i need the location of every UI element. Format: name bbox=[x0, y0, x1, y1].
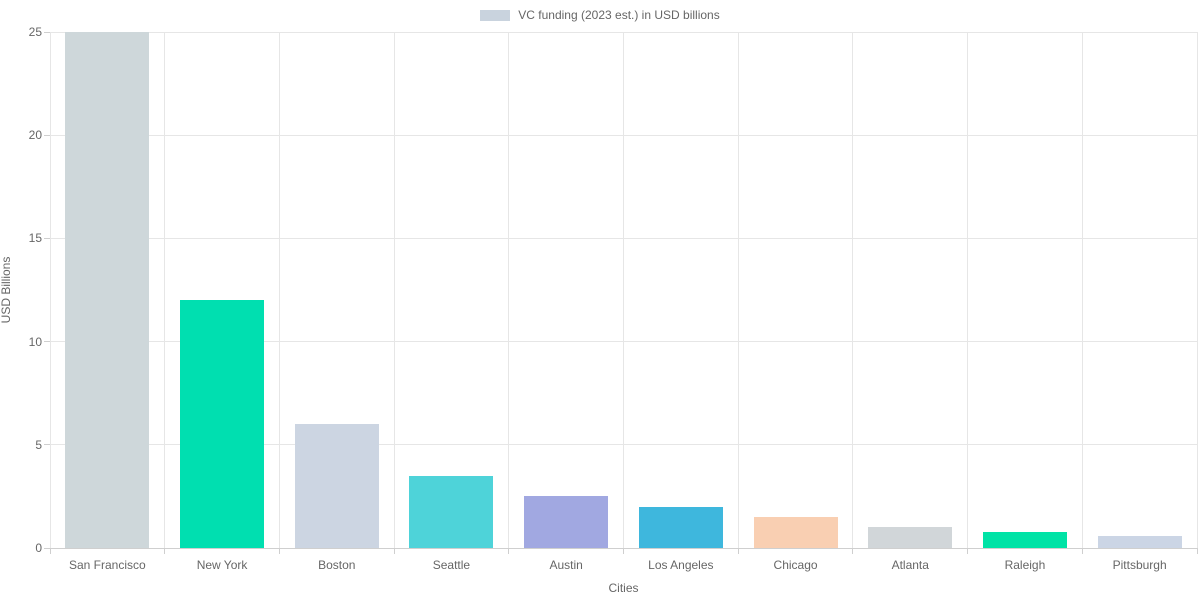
y-tick-mark-5 bbox=[44, 444, 50, 446]
x-tick-mark-5 bbox=[623, 548, 624, 554]
y-tick-mark-20 bbox=[44, 134, 50, 136]
y-tick-label-15: 15 bbox=[28, 231, 42, 246]
x-tick-label-raleigh: Raleigh bbox=[1004, 558, 1046, 572]
y-axis-title: USD Billions bbox=[0, 256, 13, 324]
x-tick-label-chicago: Chicago bbox=[773, 558, 818, 572]
y-tick-label-25: 25 bbox=[28, 25, 42, 39]
bar-seattle bbox=[409, 475, 494, 548]
y-tick-label-10: 10 bbox=[28, 334, 42, 349]
bar-raleigh bbox=[982, 531, 1067, 548]
bar-austin bbox=[524, 496, 609, 548]
x-tick-label-new-york: New York bbox=[196, 558, 248, 572]
bar-atlanta bbox=[868, 527, 953, 548]
x-tick-mark-3 bbox=[393, 548, 395, 554]
x-axis-title: Cities bbox=[608, 581, 639, 595]
x-tick-mark-1 bbox=[164, 548, 166, 554]
gridline-x-8 bbox=[967, 32, 969, 548]
gridline-x-0 bbox=[49, 32, 51, 548]
gridline-x-2 bbox=[278, 32, 280, 548]
bar-los-angeles bbox=[638, 506, 723, 548]
y-tick-mark-10 bbox=[44, 341, 50, 343]
x-tick-label-san-francisco: San Francisco bbox=[68, 558, 146, 572]
bar-san-francisco bbox=[65, 32, 150, 548]
x-tick-label-austin: Austin bbox=[549, 558, 583, 572]
plot-area bbox=[49, 31, 1198, 549]
gridline-x-1 bbox=[164, 32, 166, 548]
x-tick-mark-9 bbox=[1081, 548, 1083, 554]
bar-chicago bbox=[753, 517, 838, 548]
bar-new-york bbox=[180, 300, 265, 548]
x-tick-mark-10 bbox=[1196, 548, 1198, 554]
x-tick-mark-2 bbox=[278, 548, 280, 554]
y-tick-label-0: 0 bbox=[35, 541, 42, 555]
x-tick-label-pittsburgh: Pittsburgh bbox=[1112, 558, 1167, 572]
x-tick-label-seattle: Seattle bbox=[432, 558, 471, 572]
legend-swatch bbox=[480, 9, 511, 21]
gridline-x-7 bbox=[852, 32, 854, 548]
gridline-x-5 bbox=[623, 32, 624, 548]
x-tick-mark-8 bbox=[967, 548, 969, 554]
legend[interactable]: VC funding (2023 est.) in USD billions bbox=[0, 8, 1200, 22]
x-tick-label-atlanta: Atlanta bbox=[891, 558, 929, 572]
gridline-x-9 bbox=[1081, 32, 1083, 548]
y-tick-mark-15 bbox=[44, 237, 50, 239]
y-tick-mark-0 bbox=[44, 547, 50, 549]
x-tick-mark-6 bbox=[737, 548, 739, 554]
x-tick-mark-4 bbox=[508, 548, 510, 554]
gridline-x-6 bbox=[737, 32, 739, 548]
bar-boston bbox=[294, 424, 379, 548]
x-tick-label-los-angeles: Los Angeles bbox=[648, 558, 714, 572]
x-tick-label-boston: Boston bbox=[318, 558, 356, 572]
gridline-x-10 bbox=[1196, 32, 1198, 548]
y-tick-label-5: 5 bbox=[35, 437, 42, 452]
gridline-x-4 bbox=[508, 32, 510, 548]
bar-pittsburgh bbox=[1097, 535, 1182, 548]
x-tick-mark-0 bbox=[49, 548, 51, 554]
y-tick-label-20: 20 bbox=[28, 128, 42, 143]
x-tick-mark-7 bbox=[852, 548, 854, 554]
y-tick-mark-25 bbox=[44, 31, 50, 33]
legend-label: VC funding (2023 est.) in USD billions bbox=[518, 8, 720, 22]
gridline-x-3 bbox=[393, 32, 395, 548]
